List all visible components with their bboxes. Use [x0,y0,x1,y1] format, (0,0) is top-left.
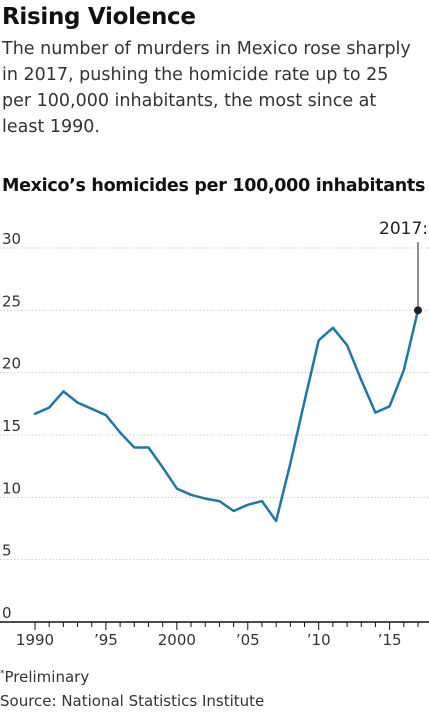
x-tick-label: 2000 [158,631,196,649]
footnote-text: Preliminary [4,668,90,686]
annotation-dot [414,306,422,315]
y-tick-label: 10 [2,479,21,497]
series-line [33,309,420,523]
x-tick-label: ’15 [378,631,402,649]
y-tick-label: 15 [2,417,21,435]
headline: Rising Violence [2,4,196,30]
footnote-marker: * [0,669,5,679]
dek-text: The number of murders in Mexico rose sha… [2,39,411,137]
chart-title: Mexico’s homicides per 100,000 inhabitan… [2,176,426,196]
x-tick-label: ’95 [94,631,118,649]
x-tick-label: ’05 [236,631,260,649]
x-tick-label: ’10 [307,631,331,649]
source-note: Source: National Statistics Institute [0,692,265,710]
y-tick-label: 25 [2,292,21,310]
footnote-preliminary: *Preliminary [0,668,89,686]
y-tick-label: 20 [2,355,21,373]
y-tick-label: 0 [2,604,12,622]
annotation-label: 2017: [379,219,428,239]
y-tick-label: 30 [2,230,21,248]
x-tick-label: 1990 [16,631,54,649]
y-tick-label: 5 [2,542,12,560]
